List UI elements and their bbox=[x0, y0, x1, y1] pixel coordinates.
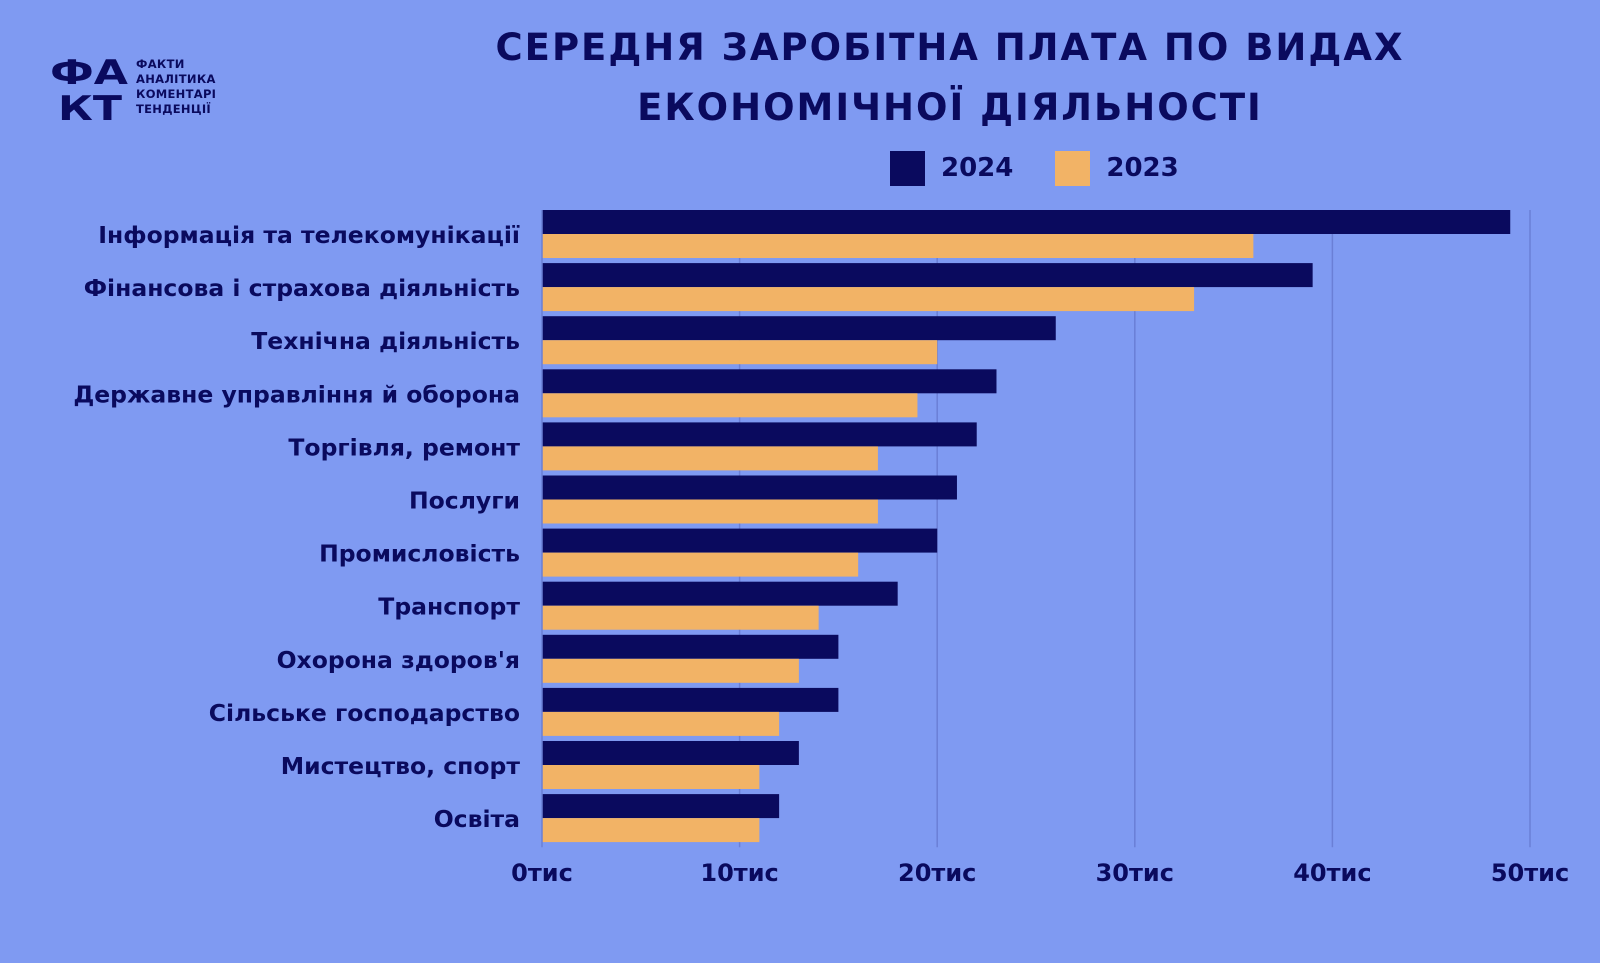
category-label: Охорона здоров'я bbox=[277, 646, 520, 674]
bar-2024 bbox=[542, 634, 839, 659]
x-tick-label: 20тис bbox=[898, 859, 976, 887]
category-label: Сільське господарство bbox=[209, 699, 520, 727]
category-label: Інформація та телекомунікації bbox=[98, 221, 520, 249]
bar-2024 bbox=[542, 422, 977, 447]
logo: ФА КТ ФАКТИ АНАЛІТИКА КОМЕНТАРІ ТЕНДЕНЦІ… bbox=[50, 52, 240, 124]
bar-2024 bbox=[542, 794, 780, 819]
svg-text:ФА: ФА bbox=[50, 53, 129, 93]
category-label: Фінансова і страхова діяльність bbox=[84, 274, 520, 302]
bar-2023 bbox=[542, 711, 780, 736]
logo-tagline: ФАКТИ АНАЛІТИКА КОМЕНТАРІ ТЕНДЕНЦІЇ bbox=[136, 57, 216, 117]
category-label: Торгівля, ремонт bbox=[288, 433, 520, 461]
bar-2023 bbox=[542, 499, 878, 524]
bar-2023 bbox=[542, 818, 760, 843]
logo-line: КОМЕНТАРІ bbox=[136, 87, 217, 101]
x-tick-label: 0тис bbox=[511, 859, 573, 887]
bar-2023 bbox=[542, 765, 760, 789]
bar-2024 bbox=[542, 210, 1511, 234]
bar-2023 bbox=[542, 446, 878, 471]
bar-2023 bbox=[542, 658, 799, 683]
bar-2023 bbox=[542, 393, 918, 418]
chart-title-line: ЕКОНОМІЧНОЇ ДІЯЛЬНОСТІ bbox=[637, 86, 1263, 129]
category-label: Промисловість bbox=[319, 540, 520, 568]
bar-2024 bbox=[542, 316, 1056, 341]
category-label: Мистецтво, спорт bbox=[281, 752, 521, 780]
category-label: Технічна діяльність bbox=[251, 327, 520, 355]
bar-2023 bbox=[542, 552, 859, 577]
bar-2024 bbox=[542, 687, 839, 712]
bar-2024 bbox=[542, 263, 1313, 288]
logo-line: ФАКТИ bbox=[136, 57, 185, 71]
bar-2024 bbox=[542, 475, 957, 500]
category-label: Послуги bbox=[409, 487, 520, 515]
legend-label-2023: 2023 bbox=[1106, 153, 1179, 183]
x-tick-label: 30тис bbox=[1096, 859, 1174, 887]
bar-2024 bbox=[542, 369, 997, 394]
legend-label-2024: 2024 bbox=[941, 153, 1014, 183]
logo-line: ТЕНДЕНЦІЇ bbox=[136, 102, 211, 116]
bar-2024 bbox=[542, 741, 799, 765]
logo-line: АНАЛІТИКА bbox=[136, 72, 216, 86]
category-label: Освіта bbox=[434, 805, 520, 833]
x-tick-label: 10тис bbox=[700, 859, 778, 887]
legend-item-2024: 2024 bbox=[890, 150, 1014, 186]
bar-2023 bbox=[542, 287, 1195, 312]
logo-mark-icon: ФА КТ bbox=[50, 53, 129, 124]
chart-title-line: СЕРЕДНЯ ЗАРОБІТНА ПЛАТА ПО ВИДАХ bbox=[495, 26, 1405, 69]
legend-swatch-2024 bbox=[890, 150, 925, 186]
svg-text:КТ: КТ bbox=[58, 89, 123, 124]
bar-2023 bbox=[542, 605, 819, 630]
legend-item-2023: 2023 bbox=[1055, 150, 1179, 186]
legend-swatch-2023 bbox=[1055, 150, 1091, 186]
legend: 2024 2023 bbox=[890, 150, 1221, 186]
category-label: Транспорт bbox=[378, 593, 520, 621]
category-label: Державне управління й оборона bbox=[73, 380, 520, 408]
bar-2024 bbox=[542, 581, 898, 606]
x-tick-label: 40тис bbox=[1293, 859, 1371, 887]
bar-2023 bbox=[542, 234, 1254, 258]
bar-2023 bbox=[542, 340, 938, 365]
bar-2024 bbox=[542, 528, 938, 553]
x-tick-label: 50тис bbox=[1491, 859, 1569, 887]
chart-title: СЕРЕДНЯ ЗАРОБІТНА ПЛАТА ПО ВИДАХ ЕКОНОМІ… bbox=[430, 18, 1470, 138]
